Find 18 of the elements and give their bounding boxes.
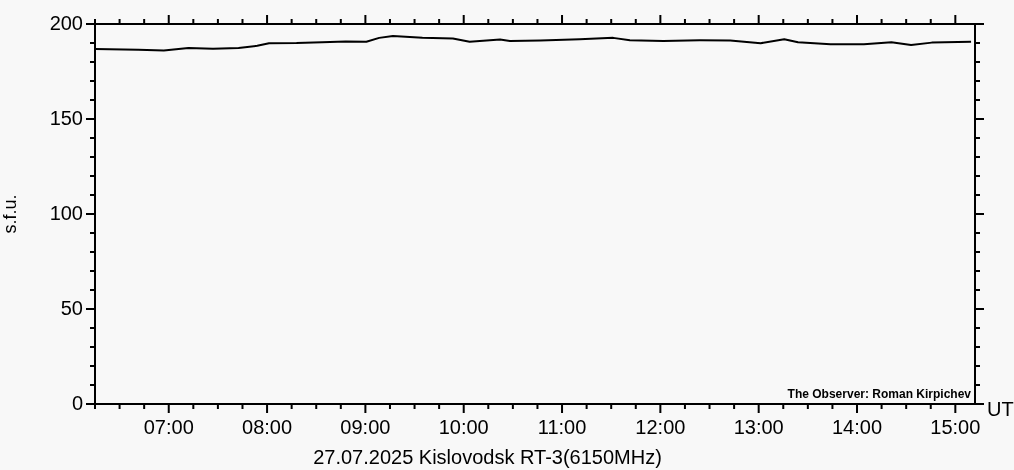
x-tick-label: 12:00 bbox=[635, 415, 686, 438]
x-axis-title: UT bbox=[987, 397, 1014, 420]
text: 27.07.2025 Kislovodsk RT-3(6150MHz) bbox=[313, 445, 662, 468]
x-tick-label: 15:00 bbox=[930, 415, 981, 438]
y-axis-title: s.f.u. bbox=[0, 194, 20, 234]
x-tick-label: 07:00 bbox=[143, 415, 194, 438]
x-tick-label: 11:00 bbox=[537, 415, 587, 438]
y-tick-label: 50 bbox=[60, 296, 83, 319]
x-tick-label: 08:00 bbox=[242, 415, 293, 438]
y-tick-label: 100 bbox=[49, 201, 83, 224]
x-tick-label: 13:00 bbox=[733, 415, 784, 438]
x-tick-label: 09:00 bbox=[340, 415, 391, 438]
x-tick-label: 14:00 bbox=[831, 415, 883, 438]
y-tick-label: 200 bbox=[49, 11, 83, 34]
y-tick-label: 150 bbox=[49, 106, 83, 129]
x-tick-label: 10:00 bbox=[438, 415, 489, 438]
y-tick-label: 0 bbox=[71, 391, 83, 414]
annotation: The Observer: Roman Kirpichev bbox=[787, 387, 972, 402]
